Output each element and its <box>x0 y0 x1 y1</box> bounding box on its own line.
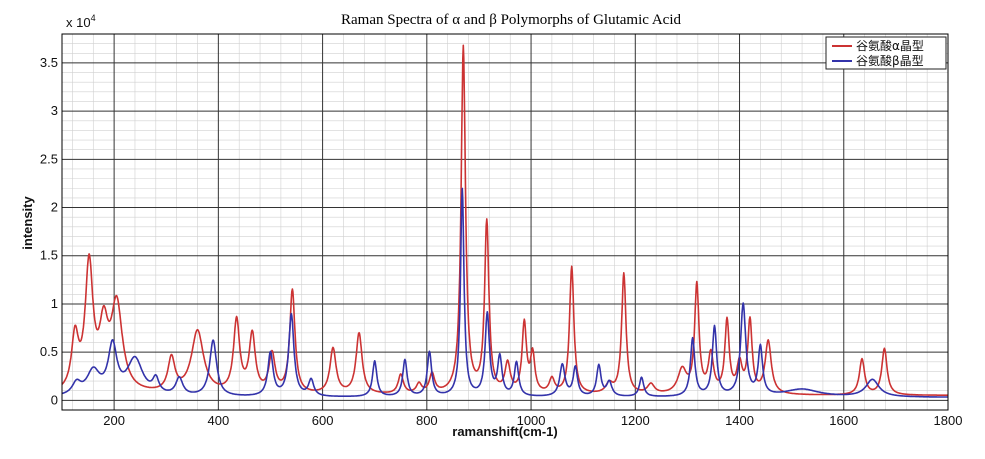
x-tick-label: 600 <box>312 413 334 428</box>
x-tick-label: 200 <box>103 413 125 428</box>
x-tick-label: 800 <box>416 413 438 428</box>
y-tick-label: 1 <box>51 296 58 311</box>
x-tick-label: 1400 <box>725 413 754 428</box>
y-axis-label: intensity <box>20 196 35 250</box>
y-tick-label: 2.5 <box>40 151 58 166</box>
x-tick-label: 400 <box>208 413 230 428</box>
x-tick-label: 1200 <box>621 413 650 428</box>
legend: 谷氨酸α晶型 谷氨酸β晶型 <box>825 36 947 70</box>
grid <box>62 34 948 410</box>
legend-label-alpha: 谷氨酸α晶型 <box>856 38 924 53</box>
y-tick-label: 0.5 <box>40 344 58 359</box>
tick-labels: 200 400 600 800 1000 1200 1400 1600 1800 0 0.5 1 1.5… <box>40 55 963 428</box>
series-lines <box>61 44 949 398</box>
legend-label-beta: 谷氨酸β晶型 <box>856 53 924 68</box>
y-tick-label: 1.5 <box>40 248 58 263</box>
x-tick-label: 1600 <box>829 413 858 428</box>
legend-box <box>825 36 947 70</box>
chart-title: Raman Spectra of α and β Polymorphs of G… <box>341 12 682 28</box>
x-tick-label: 1000 <box>517 413 546 428</box>
series-line-beta <box>61 187 949 398</box>
y-tick-label: 2 <box>51 200 58 215</box>
y-tick-label: 3 <box>51 103 58 118</box>
y-tick-label: 3.5 <box>40 55 58 70</box>
x-axis-label: ramanshift(cm-1) <box>452 424 557 439</box>
y-tick-label: 0 <box>51 392 58 407</box>
y-multiplier: x 104 <box>66 13 96 30</box>
x-tick-label: 1800 <box>934 413 963 428</box>
series-line-alpha <box>61 44 949 397</box>
plot-area-frame <box>61 33 949 411</box>
